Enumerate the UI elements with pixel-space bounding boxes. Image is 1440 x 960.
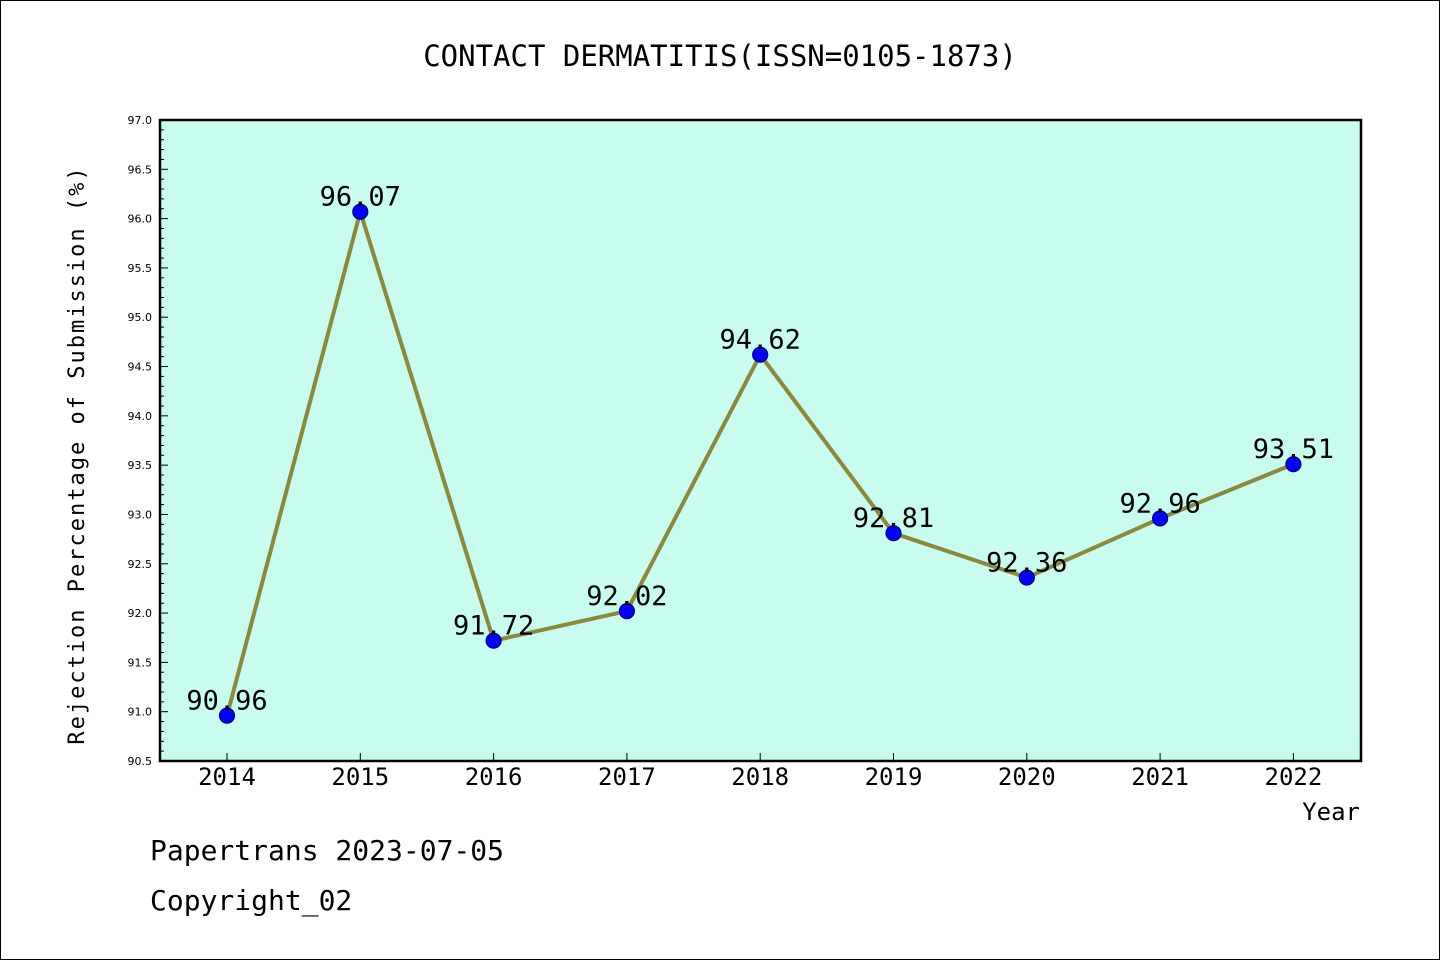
- y-tick-label: 92.0: [128, 607, 153, 620]
- x-tick-label: 2020: [998, 763, 1056, 791]
- y-tick-label: 94.0: [128, 410, 153, 423]
- y-tick-label: 92.5: [128, 558, 153, 571]
- data-point: [752, 346, 769, 363]
- y-tick-label: 96.0: [128, 213, 153, 226]
- data-label: 94.62: [720, 325, 801, 356]
- x-axis: 2014 2015 2016 2017 2018 2019 2020 2021 2022: [198, 753, 1322, 791]
- x-tick-label: 2016: [465, 763, 523, 791]
- y-axis: 90.5 91.0 91.5 92.0 92.5 93.0 93.5 94.0 94.5 95.0…: [128, 114, 168, 768]
- chart-title: CONTACT DERMATITIS(ISSN=0105-1873): [423, 39, 1017, 73]
- data-label: 96.07: [320, 182, 401, 213]
- y-tick-label: 95.0: [128, 311, 153, 324]
- x-axis-label: Year: [1302, 798, 1360, 826]
- series: [218, 203, 1302, 724]
- y-tick-label: 97.0: [128, 114, 153, 127]
- data-point: [1285, 456, 1302, 473]
- x-tick-label: 2022: [1265, 763, 1323, 791]
- y-tick-label: 91.5: [128, 656, 153, 669]
- y-tick-label: 95.5: [128, 262, 153, 275]
- y-axis-label: Rejection Percentage of Submission (%): [65, 165, 90, 744]
- data-point: [218, 707, 236, 724]
- x-tick-label: 2019: [865, 763, 923, 791]
- y-tick-label: 90.5: [128, 755, 153, 768]
- data-label: 93.51: [1253, 434, 1334, 465]
- y-tick-label: 93.5: [128, 459, 153, 472]
- data-labels: 90.96 96.07 91.72 92.02 94.62 92.81 92.36 92.96…: [186, 182, 1334, 717]
- data-point: [618, 603, 636, 620]
- footer-date: Papertrans 2023-07-05: [150, 834, 505, 867]
- data-point: [485, 632, 502, 649]
- plot-area: [158, 118, 1363, 763]
- data-point: [352, 203, 369, 220]
- x-tick-label: 2021: [1131, 763, 1189, 791]
- y-tick-label: 96.5: [128, 163, 153, 176]
- y-tick-label: 94.5: [128, 361, 153, 374]
- data-label: 92.02: [586, 581, 667, 612]
- data-point: [1151, 510, 1169, 527]
- data-label: 91.72: [453, 611, 534, 642]
- x-tick-label: 2017: [598, 763, 656, 791]
- data-label: 92.96: [1119, 488, 1200, 519]
- data-label: 92.81: [853, 503, 934, 534]
- y-tick-label: 91.0: [128, 706, 153, 719]
- x-tick-label: 2014: [198, 763, 256, 791]
- x-tick-label: 2015: [331, 763, 389, 791]
- data-point: [885, 525, 902, 542]
- y-tick-label: 93.0: [128, 508, 153, 521]
- data-point: [1018, 569, 1035, 586]
- footer-copyright: Copyright_02: [150, 884, 353, 917]
- x-tick-label: 2018: [731, 763, 789, 791]
- data-label: 90.96: [186, 686, 267, 717]
- data-label: 92.36: [986, 548, 1067, 579]
